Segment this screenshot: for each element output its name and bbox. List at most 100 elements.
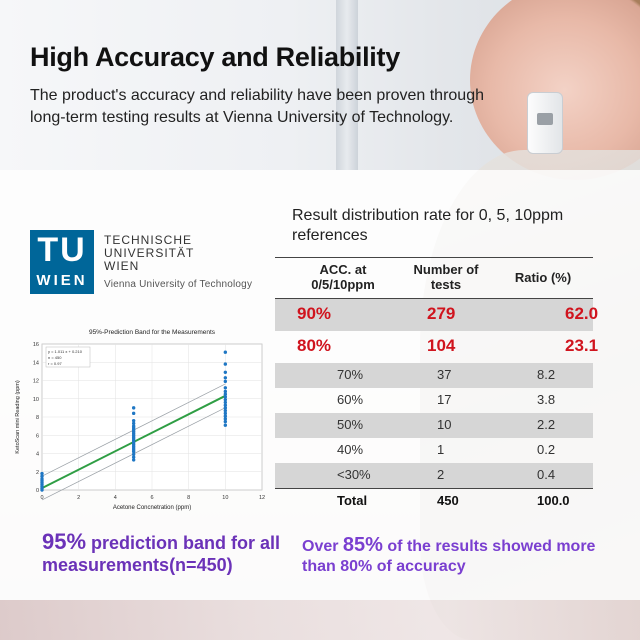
background-bottom-strip (0, 600, 640, 640)
logo-mark-bottom: WIEN (36, 272, 88, 289)
data-point (223, 370, 228, 374)
chart-caption-highlight: 95% (42, 529, 87, 554)
cell-tests: 17 (437, 392, 452, 407)
cell-tests: 1 (437, 442, 445, 457)
table-row: 70% 37 8.2 (275, 363, 593, 388)
data-point (223, 414, 228, 418)
logo-mark-top: TU (37, 231, 87, 269)
breath-device-image (527, 92, 563, 154)
data-point (223, 379, 228, 384)
header-tests: Number of tests (413, 262, 479, 292)
y-tick-label: 10 (33, 397, 39, 403)
table-row: 50% 10 2.2 (275, 413, 593, 438)
y-tick-label: 6 (36, 433, 39, 439)
y-tick-label: 8 (36, 415, 39, 421)
table-title: Result distribution rate for 0, 5, 10ppm… (292, 207, 564, 244)
header-acc: ACC. at 0/5/10ppm (311, 262, 375, 292)
cell-ratio: 23.1 (565, 336, 599, 355)
data-point (40, 477, 44, 481)
data-point (223, 411, 228, 416)
data-point (223, 376, 228, 380)
data-point (223, 423, 228, 427)
y-tick-label: 0 (36, 488, 39, 494)
data-point (131, 424, 136, 428)
x-tick-label: 4 (114, 495, 117, 501)
table-row: <30% 2 0.4 (275, 463, 593, 488)
cell-tests: 10 (437, 417, 452, 432)
cell-acc: 60% (337, 392, 364, 407)
page-title: High Accuracy and Reliability (30, 42, 400, 72)
data-point (131, 458, 136, 462)
y-tick-label: 4 (36, 452, 39, 458)
chart-caption-text: prediction band for all measurements(n=4… (42, 533, 281, 575)
logo-english-name: Vienna University of Technology (104, 279, 253, 290)
data-point (131, 421, 136, 426)
logo-line-3: WIEN (104, 259, 140, 273)
table-row: 80% 104 23.1 (275, 331, 598, 363)
cell-ratio: 100.0 (537, 493, 570, 508)
cell-tests: 37 (437, 367, 452, 382)
background-window-frame (336, 0, 358, 170)
y-tick-label: 14 (33, 360, 39, 366)
stats-box (45, 346, 91, 368)
cell-acc: 40% (337, 442, 364, 457)
data-point (223, 406, 228, 410)
logo-wordmark: TECHNISCHE UNIVERSITÄT WIEN (104, 234, 194, 273)
stats-line: y = 1.011 x + 0.210 (48, 349, 83, 354)
data-point (40, 474, 44, 479)
x-tick-label: 2 (77, 495, 80, 501)
x-tick-label: 10 (222, 495, 228, 501)
data-point (223, 403, 228, 407)
data-point (223, 362, 228, 366)
device-slot (537, 113, 553, 125)
data-point (223, 395, 228, 399)
chart-title: 95%-Prediction Band for the Measurements (89, 329, 216, 336)
cell-tests: 2 (437, 467, 445, 482)
data-point (223, 386, 228, 390)
data-point (131, 452, 136, 457)
table-row: 90% 279 62.0 (275, 299, 598, 331)
cell-acc: Total (337, 493, 368, 508)
data-point (223, 400, 228, 405)
data-point (223, 397, 228, 402)
table-row: 40% 1 0.2 (275, 438, 593, 463)
x-tick-label: 8 (187, 495, 190, 501)
x-tick-label: 6 (150, 495, 153, 501)
data-point (223, 392, 228, 396)
cell-tests: 104 (427, 336, 456, 355)
table-header: ACC. at 0/5/10ppm Number of tests Ratio … (275, 257, 593, 299)
page-subtitle: The product's accuracy and reliability h… (30, 87, 484, 126)
cell-acc: <30% (337, 467, 371, 482)
table-caption-prefix: Over (302, 538, 343, 555)
data-point (131, 411, 136, 416)
chart-caption: 95% prediction band for all measurements… (42, 531, 292, 576)
y-tick-label: 2 (36, 470, 39, 476)
cell-ratio: 62.0 (565, 304, 599, 323)
table-caption-highlight: 85% (342, 534, 383, 556)
logo-line-1: TECHNISCHE (104, 233, 193, 247)
tu-wien-logo: TU WIEN (30, 230, 94, 294)
x-tick-label: 0 (40, 495, 43, 501)
y-tick-label: 16 (33, 342, 39, 348)
header-ratio: Ratio (%) (514, 270, 572, 285)
cell-ratio: 0.4 (537, 467, 556, 482)
cell-acc: 70% (337, 367, 364, 382)
y-axis-label: KetoScan mini Reading (ppm) (15, 380, 21, 454)
cell-acc: 80% (297, 336, 332, 355)
cell-acc: 90% (297, 304, 332, 323)
table-caption: Over 85% of the results showed more than… (302, 535, 622, 577)
x-axis-label: Acetone Concnetration (ppm) (113, 505, 191, 511)
table-row: Total 450 100.0 (275, 488, 593, 514)
table-caption-text: of the results showed more than 80% of a… (302, 538, 596, 575)
table-row: 60% 17 3.8 (275, 388, 593, 413)
cell-ratio: 0.2 (537, 442, 556, 457)
data-point (131, 418, 136, 423)
prediction-band-chart: 0 2 4 6 8 10 12 0 2 4 6 8 10 12 14 16 95%-Prediction Ban… (15, 329, 265, 511)
data-point (40, 471, 44, 476)
data-point (223, 389, 228, 394)
data-point (223, 419, 228, 424)
logo-line-2: UNIVERSITÄT (104, 246, 195, 260)
distribution-table: ACC. at 0/5/10ppm Number of tests Ratio … (275, 257, 598, 514)
cell-tests: 279 (427, 304, 456, 323)
